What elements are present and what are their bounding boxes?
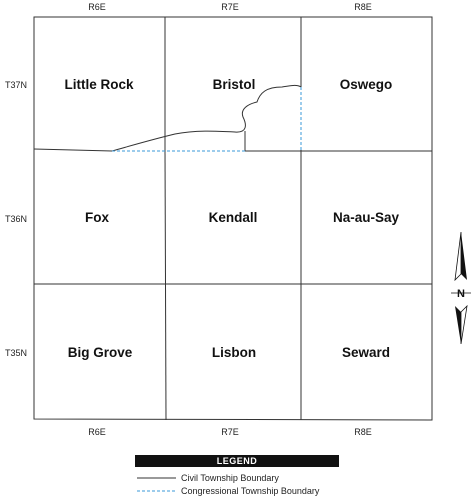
township-oswego: Oswego bbox=[340, 77, 393, 92]
north-arrow-icon bbox=[451, 231, 471, 345]
grid-line-h1-left bbox=[33, 148, 113, 152]
township-bristol: Bristol bbox=[213, 77, 256, 92]
township-lisbon: Lisbon bbox=[212, 345, 256, 360]
township-label-t36n: T36N bbox=[5, 214, 27, 224]
county-boundary bbox=[33, 16, 433, 421]
township-kendall: Kendall bbox=[209, 210, 258, 225]
township-label-t35n: T35N bbox=[5, 348, 27, 358]
range-label-top-r8e: R8E bbox=[354, 2, 372, 12]
grid-line-v1-lower bbox=[164, 149, 167, 421]
township-label-t37n: T37N bbox=[5, 80, 27, 90]
township-fox: Fox bbox=[85, 210, 109, 225]
range-label-bottom-r8e: R8E bbox=[354, 427, 372, 437]
north-arrow-label: N bbox=[457, 288, 465, 300]
township-little-rock: Little Rock bbox=[64, 77, 134, 92]
range-label-bottom-r7e: R7E bbox=[221, 427, 239, 437]
township-big-grove: Big Grove bbox=[68, 345, 133, 360]
range-label-top-r7e: R7E bbox=[221, 2, 239, 12]
civil-township-boundary-curve bbox=[111, 84, 302, 152]
township-seward: Seward bbox=[342, 345, 390, 360]
range-label-bottom-r6e: R6E bbox=[88, 427, 106, 437]
legend-title-bar bbox=[135, 455, 339, 467]
legend-congressional-label: Congressional Township Boundary bbox=[181, 486, 320, 496]
legend-title: LEGEND bbox=[217, 456, 258, 466]
township-na-au-say: Na-au-Say bbox=[333, 210, 400, 225]
range-label-top-r6e: R6E bbox=[88, 2, 106, 12]
legend: LEGEND Civil Township Boundary Congressi… bbox=[135, 455, 339, 496]
legend-civil-label: Civil Township Boundary bbox=[181, 473, 279, 483]
